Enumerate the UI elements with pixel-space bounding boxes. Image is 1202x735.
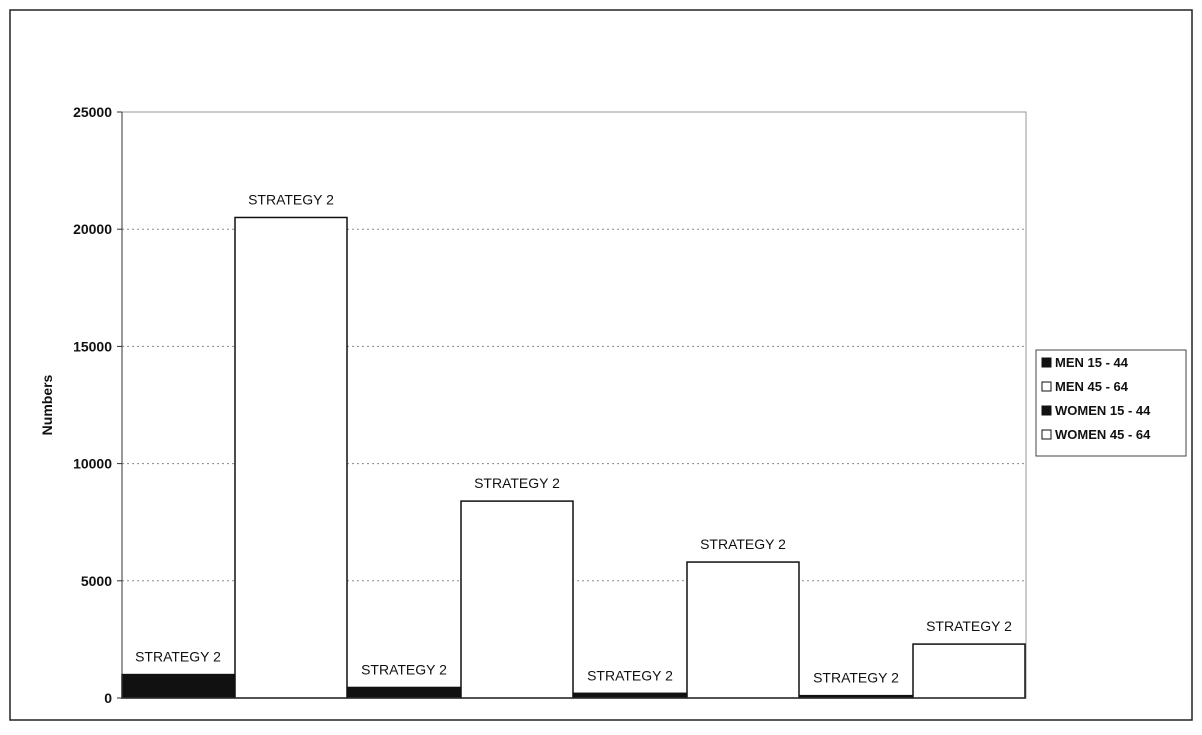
legend-box <box>1035 349 1187 457</box>
y-axis-ticks: 0 5000 10000 15000 20000 25000 <box>73 104 122 706</box>
bar-data-label: STRATEGY 2 <box>361 661 447 677</box>
bar-data-label: STRATEGY 2 <box>700 536 786 552</box>
bar-data-label: STRATEGY 2 <box>813 670 899 686</box>
y-tick-label: 10000 <box>73 456 112 472</box>
y-tick-label: 20000 <box>73 221 112 237</box>
bar-labels: STRATEGY 2 STRATEGY 2 STRATEGY 2 STRATEGY 2… <box>135 191 1012 685</box>
bar <box>460 500 574 699</box>
bar-data-label: STRATEGY 2 <box>474 475 560 491</box>
bar <box>912 643 1026 699</box>
bar <box>347 686 461 699</box>
bar-data-label: STRATEGY 2 <box>587 667 673 683</box>
y-tick-label: 25000 <box>73 104 112 120</box>
bar-data-label: STRATEGY 2 <box>135 649 221 665</box>
legend-label: MEN 45 - 64 <box>1055 379 1129 394</box>
legend-swatch <box>1041 381 1052 392</box>
bars <box>121 216 1026 699</box>
legend: MEN 15 - 44 MEN 45 - 64 WOMEN 15 - 44 WOMEN… <box>1041 355 1151 442</box>
y-tick-label: 5000 <box>81 573 112 589</box>
legend-label: MEN 15 - 44 <box>1055 355 1129 370</box>
legend-label: WOMEN 15 - 44 <box>1055 403 1151 418</box>
legend-label: WOMEN 45 - 64 <box>1055 427 1151 442</box>
bar <box>686 561 800 699</box>
y-axis-title: Numbers <box>39 374 55 435</box>
bar <box>573 692 687 699</box>
y-tick-label: 0 <box>104 690 112 706</box>
legend-swatch <box>1041 429 1052 440</box>
y-tick-label: 15000 <box>73 338 112 354</box>
bar-data-label: STRATEGY 2 <box>926 618 1012 634</box>
bar <box>121 673 235 699</box>
legend-swatch <box>1041 405 1052 416</box>
bar-data-label: STRATEGY 2 <box>248 191 334 207</box>
bar <box>234 216 348 699</box>
legend-swatch <box>1041 357 1052 368</box>
